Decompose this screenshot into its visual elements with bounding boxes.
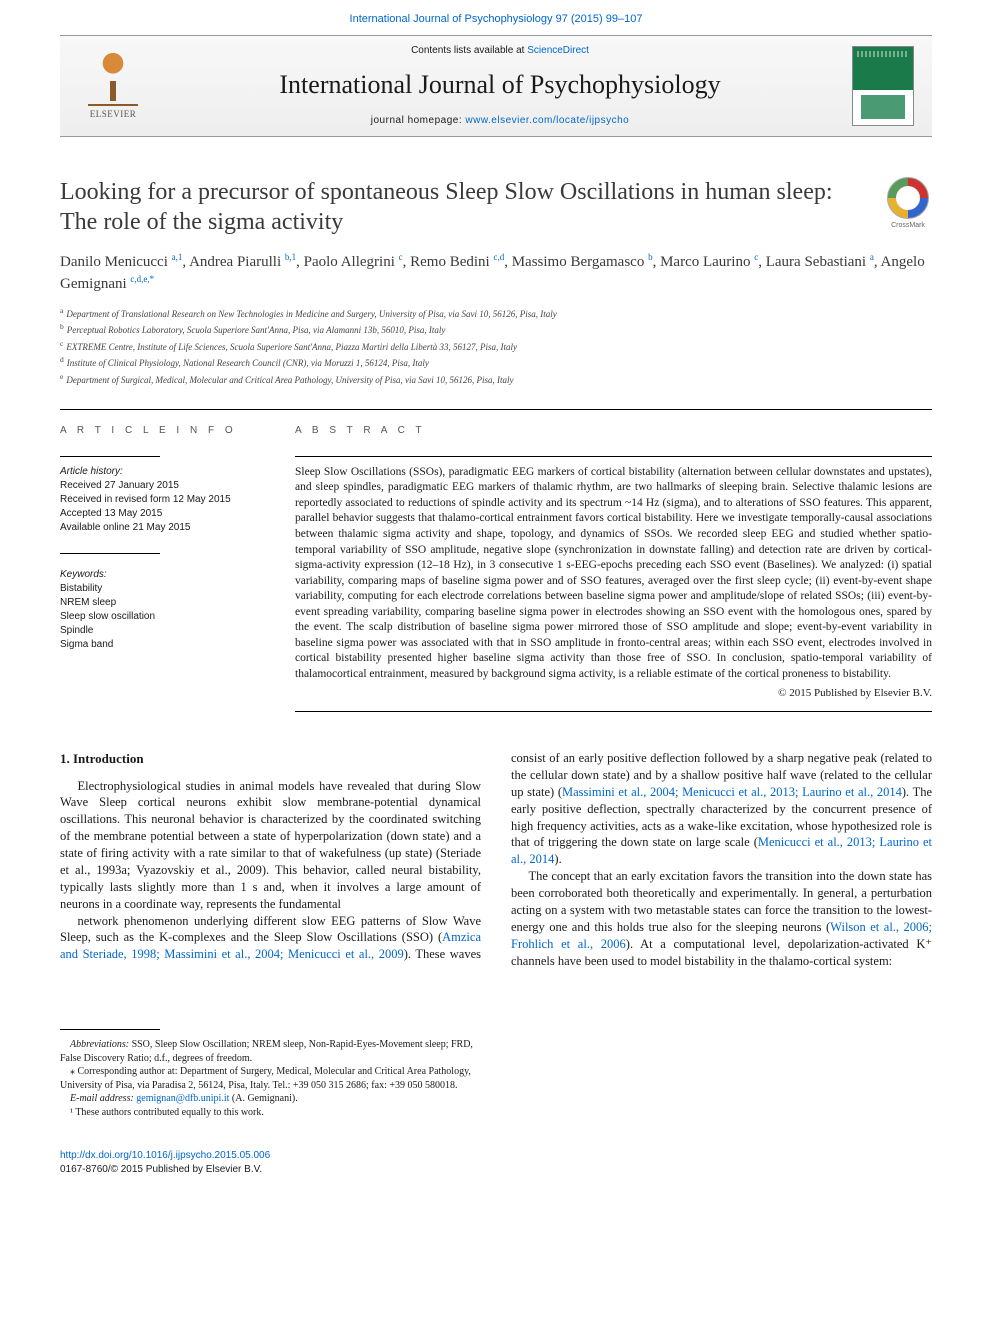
equal-contribution-footnote: ¹ These authors contributed equally to t… bbox=[60, 1106, 480, 1120]
sciencedirect-link[interactable]: ScienceDirect bbox=[527, 45, 589, 56]
abstract-column: A B S T R A C T Sleep Slow Oscillations … bbox=[295, 410, 932, 720]
history-line: Received 27 January 2015 bbox=[60, 479, 265, 493]
elsevier-tree-icon bbox=[88, 51, 138, 106]
keyword: Spindle bbox=[60, 624, 265, 638]
issn-copyright-line: 0167-8760/© 2015 Published by Elsevier B… bbox=[60, 1164, 262, 1175]
keyword: NREM sleep bbox=[60, 596, 265, 610]
body-text: 1. Introduction Electrophysiological stu… bbox=[60, 750, 932, 969]
author-list: Danilo Menicucci a,1, Andrea Piarulli b,… bbox=[60, 251, 932, 295]
history-line: Available online 21 May 2015 bbox=[60, 521, 265, 535]
abstract-rule bbox=[295, 456, 932, 457]
citation-link[interactable]: International Journal of Psychophysiolog… bbox=[350, 13, 643, 25]
keywords-label: Keywords: bbox=[60, 568, 265, 582]
contents-available-line: Contents lists available at ScienceDirec… bbox=[166, 44, 834, 58]
corresponding-email-link[interactable]: gemignan@dfb.unipi.it bbox=[136, 1093, 229, 1104]
publisher-name: ELSEVIER bbox=[90, 108, 137, 120]
crossmark-icon bbox=[887, 177, 929, 219]
body-paragraph: The concept that an early excitation fav… bbox=[511, 868, 932, 969]
crossmark-widget[interactable]: CrossMark bbox=[884, 177, 932, 230]
article-title: Looking for a precursor of spontaneous S… bbox=[60, 177, 864, 237]
abstract-copyright: © 2015 Published by Elsevier B.V. bbox=[295, 686, 932, 701]
abstract-text: Sleep Slow Oscillations (SSOs), paradigm… bbox=[295, 465, 932, 682]
keyword: Sleep slow oscillation bbox=[60, 610, 265, 624]
abbreviations-footnote: Abbreviations: SSO, Sleep Slow Oscillati… bbox=[60, 1038, 480, 1065]
info-rule bbox=[60, 456, 160, 457]
corresponding-author-footnote: ⁎ Corresponding author at: Department of… bbox=[60, 1065, 480, 1092]
keyword: Bistability bbox=[60, 582, 265, 596]
abstract-heading: A B S T R A C T bbox=[295, 424, 932, 438]
affiliation-list: aDepartment of Translational Research on… bbox=[60, 305, 932, 388]
journal-cover-thumbnail bbox=[852, 46, 914, 126]
abstract-rule bbox=[295, 711, 932, 712]
email-footnote: E-mail address: gemignan@dfb.unipi.it (A… bbox=[60, 1092, 480, 1106]
elsevier-logo: ELSEVIER bbox=[78, 51, 148, 120]
article-info-column: A R T I C L E I N F O Article history: R… bbox=[60, 410, 295, 720]
history-line: Accepted 13 May 2015 bbox=[60, 507, 265, 521]
journal-title: International Journal of Psychophysiolog… bbox=[166, 67, 834, 102]
section-heading-intro: 1. Introduction bbox=[60, 750, 481, 768]
footnote-rule bbox=[60, 1029, 160, 1030]
journal-header: ELSEVIER Contents lists available at Sci… bbox=[60, 35, 932, 137]
citation-link[interactable]: Massimini et al., 2004; Menicucci et al.… bbox=[562, 785, 902, 799]
journal-homepage-line: journal homepage: www.elsevier.com/locat… bbox=[166, 114, 834, 128]
article-info-heading: A R T I C L E I N F O bbox=[60, 424, 265, 438]
journal-homepage-link[interactable]: www.elsevier.com/locate/ijpsycho bbox=[465, 115, 629, 126]
info-rule bbox=[60, 553, 160, 554]
body-paragraph: Electrophysiological studies in animal m… bbox=[60, 778, 481, 913]
doi-link[interactable]: http://dx.doi.org/10.1016/j.ijpsycho.201… bbox=[60, 1150, 270, 1161]
footnotes: Abbreviations: SSO, Sleep Slow Oscillati… bbox=[60, 1029, 480, 1119]
history-line: Received in revised form 12 May 2015 bbox=[60, 493, 265, 507]
running-citation: International Journal of Psychophysiolog… bbox=[0, 0, 992, 35]
keyword: Sigma band bbox=[60, 638, 265, 652]
history-label: Article history: bbox=[60, 465, 265, 479]
page-footer: http://dx.doi.org/10.1016/j.ijpsycho.201… bbox=[60, 1149, 932, 1176]
